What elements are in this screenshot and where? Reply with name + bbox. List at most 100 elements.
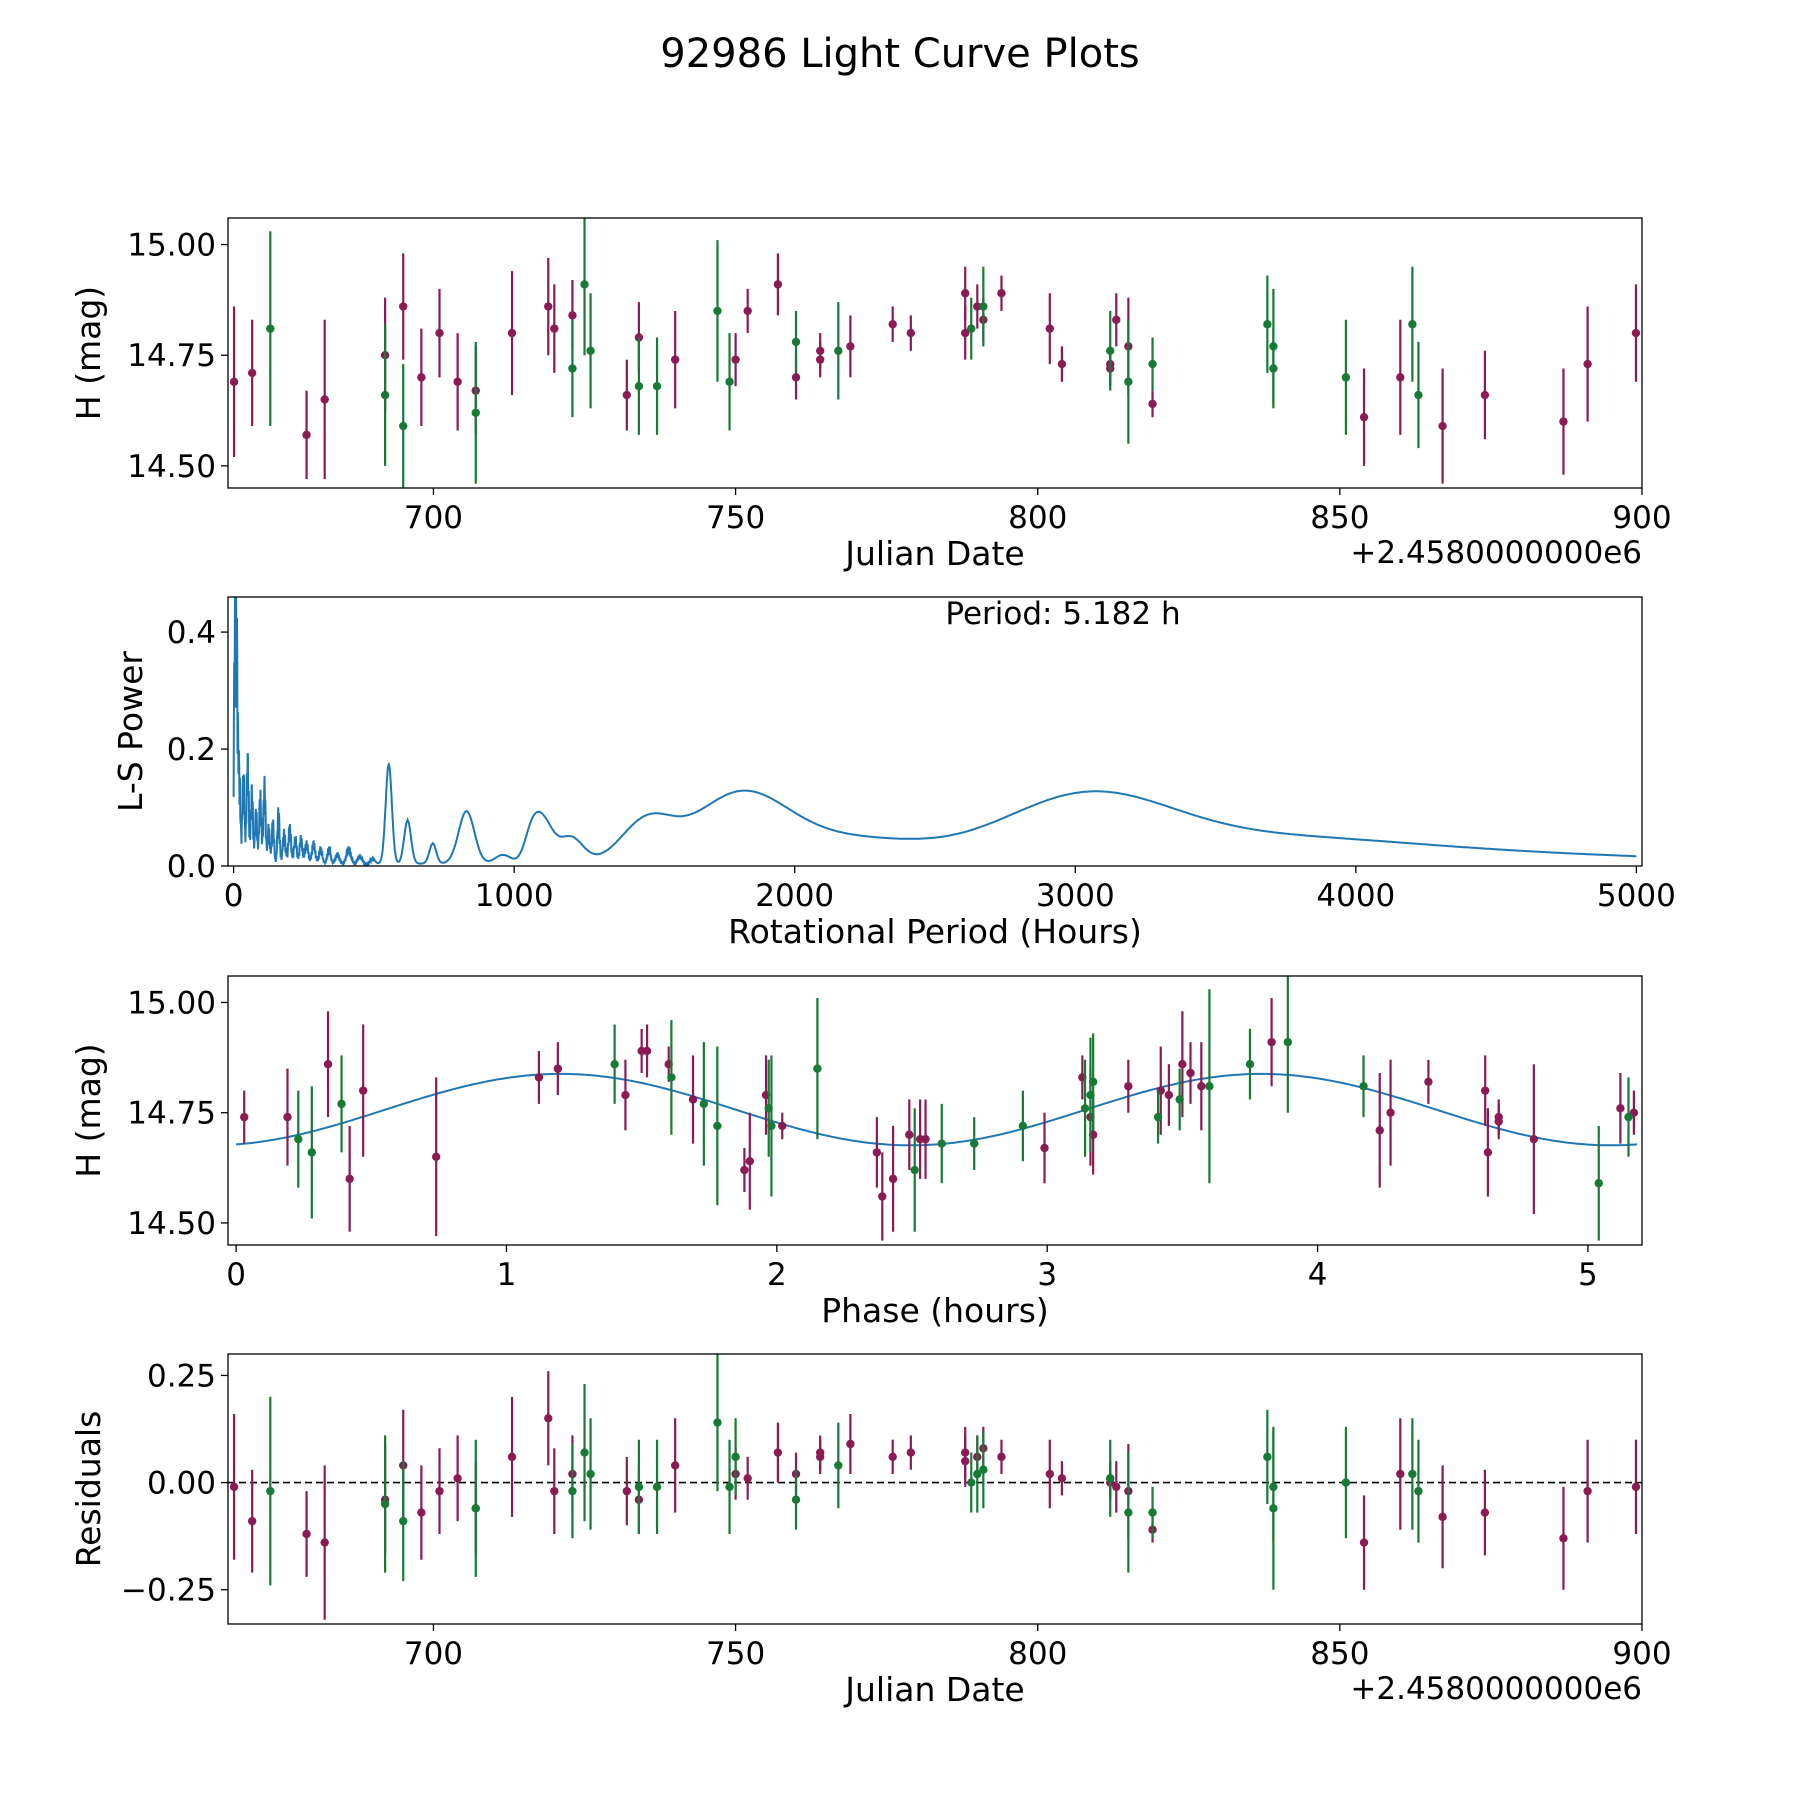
y-tick-label: 14.75 — [127, 1096, 216, 1132]
data-point — [544, 302, 553, 311]
data-point — [725, 377, 734, 386]
data-point — [471, 408, 480, 417]
data-point — [725, 1482, 734, 1492]
data-point — [846, 1439, 855, 1449]
y-axis-label: L-S Power — [111, 651, 150, 812]
data-point — [1631, 1482, 1641, 1492]
x-tick-label: 5000 — [1597, 878, 1676, 914]
x-tick-label: 0 — [226, 1257, 246, 1293]
y-tick-label: 0.2 — [167, 732, 216, 768]
data-point — [1263, 320, 1272, 329]
data-point — [667, 1073, 676, 1082]
data-point — [699, 1099, 709, 1109]
x-tick-label: 2000 — [755, 878, 834, 914]
data-point — [834, 346, 843, 355]
data-point — [1148, 399, 1157, 409]
y-tick-label: 0.4 — [167, 615, 216, 651]
data-point — [888, 320, 897, 329]
data-point — [872, 1148, 882, 1157]
data-point — [302, 430, 311, 440]
data-point — [961, 1456, 970, 1466]
data-point — [266, 1486, 275, 1496]
data-point — [1175, 1095, 1184, 1104]
x-tick-label: 0 — [224, 878, 244, 914]
data-point — [507, 1452, 517, 1462]
data-point — [622, 1486, 632, 1496]
data-point — [743, 306, 752, 316]
data-point — [1080, 1104, 1090, 1113]
data-point — [910, 1165, 919, 1175]
data-point — [453, 377, 462, 386]
data-point — [1269, 364, 1278, 373]
data-point — [1359, 412, 1369, 422]
figure-title: 92986 Light Curve Plots — [660, 31, 1139, 77]
data-point — [1205, 1082, 1214, 1091]
data-point — [979, 1465, 988, 1474]
data-point — [1483, 1148, 1493, 1157]
data-point — [688, 1095, 698, 1104]
data-point — [380, 390, 390, 400]
axes-frame — [227, 217, 1643, 489]
x-axis-label: Phase (hours) — [821, 1291, 1049, 1330]
y-tick-label: 0.0 — [167, 849, 216, 885]
data-point — [1267, 1037, 1276, 1047]
data-point — [773, 280, 783, 289]
data-point — [1341, 373, 1351, 382]
data-point — [337, 1099, 346, 1109]
data-point — [1148, 1508, 1157, 1517]
y-tick-label: 15.00 — [127, 228, 216, 264]
x-tick-label: 850 — [1310, 500, 1369, 536]
data-point — [435, 328, 444, 338]
y-tick-label: 0.25 — [147, 1358, 216, 1394]
data-point — [973, 1469, 982, 1479]
data-point — [1269, 1504, 1278, 1513]
data-point — [791, 1495, 801, 1504]
data-point — [507, 328, 517, 338]
data-point — [1148, 359, 1157, 369]
data-point — [1186, 1068, 1195, 1078]
data-point — [970, 1139, 979, 1148]
data-point — [834, 1461, 843, 1470]
data-point — [399, 302, 408, 311]
data-point — [580, 280, 589, 289]
y-tick-label: 14.75 — [127, 338, 216, 374]
data-point — [906, 328, 916, 338]
x-tick-label: 2 — [767, 1257, 787, 1293]
x-tick-label: 800 — [1008, 500, 1067, 536]
x-tick-label: 1 — [497, 1257, 517, 1293]
data-point — [431, 1152, 441, 1162]
data-point — [553, 1064, 563, 1073]
data-point — [534, 1073, 544, 1082]
data-point — [550, 324, 559, 333]
data-point — [1494, 1112, 1503, 1122]
y-axis-label: Residuals — [69, 1411, 108, 1568]
data-point — [846, 342, 855, 351]
data-point — [813, 1064, 822, 1073]
data-point — [1245, 1059, 1255, 1069]
data-point — [471, 1504, 480, 1513]
data-point — [713, 306, 722, 316]
data-point — [1408, 320, 1417, 329]
data-point — [1480, 390, 1490, 400]
data-point — [1559, 417, 1568, 426]
data-point — [1359, 1538, 1369, 1547]
x-tick-label: 5 — [1578, 1257, 1598, 1293]
data-point — [358, 1086, 368, 1095]
data-point — [1263, 1452, 1272, 1462]
data-point — [905, 1130, 914, 1139]
data-point — [937, 1139, 946, 1148]
data-point — [1375, 1126, 1384, 1135]
data-point — [568, 311, 577, 320]
data-point — [767, 1121, 776, 1131]
x-tick-label: 1000 — [475, 878, 554, 914]
data-point — [621, 1090, 630, 1100]
x-offset-label: +2.4580000000e6 — [1350, 1671, 1642, 1707]
data-point — [586, 346, 595, 355]
data-point — [345, 1174, 354, 1184]
data-point — [1414, 390, 1423, 400]
data-point — [1112, 315, 1121, 325]
data-point — [1414, 1486, 1423, 1496]
x-tick-label: 900 — [1612, 1636, 1671, 1672]
data-point — [961, 289, 970, 298]
